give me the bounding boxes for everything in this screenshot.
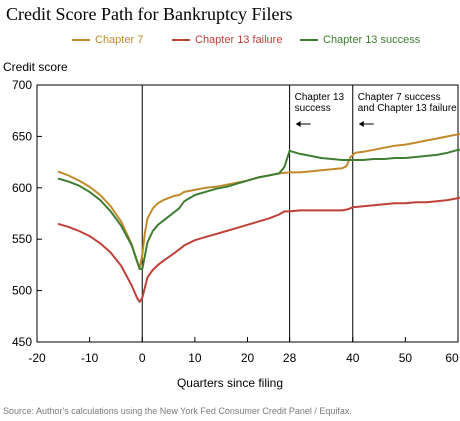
series-line-chapter-7 <box>57 132 460 269</box>
x-tick-label: -20 <box>28 351 46 365</box>
y-tick-label: 700 <box>12 78 32 92</box>
axis-ticks: 450 500 550 600 650 700 -20 -10 0 10 20 28 40 50 60 <box>12 78 459 365</box>
annotation-text: success <box>295 103 331 114</box>
legend-label-chapter-13-failure: Chapter 13 failure <box>195 34 283 46</box>
x-tick-label: -10 <box>81 351 99 365</box>
x-tick-label: 60 <box>445 351 459 365</box>
y-axis-label: Credit score <box>3 60 68 74</box>
x-tick-label: 28 <box>283 351 297 365</box>
x-axis-label: Quarters since filing <box>176 376 284 390</box>
series-line-chapter-13-failure <box>57 196 460 303</box>
legend-label-chapter-13-success: Chapter 13 success <box>323 34 421 46</box>
x-tick-label: 50 <box>399 351 413 365</box>
legend-swatch-chapter-13-success <box>300 39 318 41</box>
chart-title: Credit Score Path for Bankruptcy Filers <box>6 4 293 24</box>
y-tick-label: 550 <box>12 232 32 246</box>
plot-frame <box>36 84 459 343</box>
legend-item-chapter-7: Chapter 7 <box>72 34 143 46</box>
arrow-head <box>295 121 301 127</box>
y-tick-label: 600 <box>12 181 32 195</box>
x-tick-label: 0 <box>139 351 146 365</box>
series-lines <box>57 132 460 303</box>
annotation-text: Chapter 13 <box>295 92 345 103</box>
x-tick-label: 20 <box>241 351 255 365</box>
x-tick-label: 10 <box>188 351 202 365</box>
legend-swatch-chapter-13-failure <box>172 39 190 41</box>
arrow-head <box>358 121 364 127</box>
annotation-text: and Chapter 13 failure <box>358 103 457 114</box>
legend-label-chapter-7: Chapter 7 <box>95 34 144 46</box>
x-tick-label: 40 <box>346 351 360 365</box>
legend-item-chapter-13-success: Chapter 13 success <box>300 34 420 46</box>
source-note: Source: Author's calculations using the … <box>3 406 352 416</box>
legend-item-chapter-13-failure: Chapter 13 failure <box>172 34 282 46</box>
series-line-chapter-13-success <box>57 148 460 270</box>
legend-swatch-chapter-7 <box>72 39 90 41</box>
y-tick-label: 650 <box>12 129 32 143</box>
annotation-text: Chapter 7 success <box>358 92 441 103</box>
chart-legend: Chapter 7 Chapter 13 failure Chapter 13 … <box>0 34 460 48</box>
y-tick-label: 450 <box>12 335 32 349</box>
y-tick-label: 500 <box>12 284 32 298</box>
